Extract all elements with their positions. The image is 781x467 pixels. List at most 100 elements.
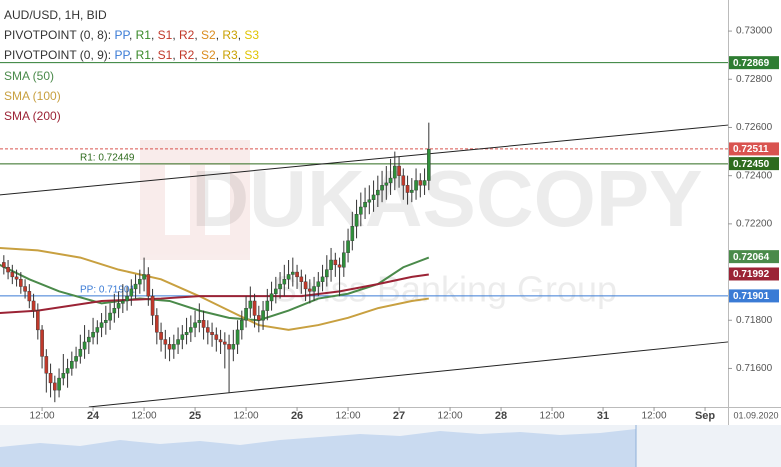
candle-body — [146, 274, 151, 297]
candle-body — [121, 300, 125, 304]
candle-body — [95, 327, 100, 333]
candle-body — [74, 356, 78, 362]
x-tick-label: 12:00 — [336, 411, 361, 422]
candle-body — [359, 206, 363, 215]
candle-body — [418, 180, 423, 186]
candle-body — [248, 300, 253, 309]
candle-body — [65, 368, 70, 374]
y-tick-label: 0.73000 — [736, 26, 773, 37]
candle-body — [414, 180, 418, 191]
pivot-legend-item: R2 — [179, 48, 195, 62]
price-tag-label: 0.72064 — [733, 252, 770, 263]
price-tag — [729, 56, 779, 70]
pivot-legend-item: S2 — [201, 48, 216, 62]
pivot-legend-item: R1 — [136, 28, 152, 42]
candle-body — [350, 226, 355, 241]
price-tag — [729, 289, 779, 303]
y-tick-label: 0.72600 — [736, 122, 773, 133]
price-tag — [729, 142, 779, 156]
candle-body — [308, 288, 312, 292]
pivot-legend-item: R3 — [222, 48, 238, 62]
pivot-legend-separator: , — [151, 28, 158, 42]
candle-body — [197, 320, 202, 323]
price-tag-label: 0.71992 — [733, 269, 770, 280]
pivot-legend-item: R3 — [222, 28, 238, 42]
pivot-legend-separator: , — [216, 28, 223, 42]
candle-body — [176, 339, 180, 345]
candle-body — [40, 329, 44, 357]
candle-body — [44, 356, 49, 374]
candle-body — [286, 274, 291, 280]
candle-body — [142, 274, 146, 280]
x-tick-label: 28 — [495, 410, 507, 422]
candle-body — [14, 276, 19, 280]
candle-body — [388, 177, 393, 184]
level-label: PP: 0.71901 — [80, 285, 135, 296]
candle-body — [23, 286, 27, 292]
pivot-legend-item: PP — [114, 48, 130, 62]
candle-body — [244, 308, 248, 321]
candle-body — [138, 279, 142, 285]
legend-entry: SMA (50) — [4, 69, 54, 83]
candle-body — [265, 300, 270, 311]
candle-body — [19, 279, 23, 287]
price-tag — [729, 250, 779, 264]
candle-body — [150, 295, 155, 316]
candle-body — [316, 281, 321, 287]
pivot-legend-separator: , — [194, 28, 201, 42]
candle-body — [346, 240, 350, 253]
candle-body — [99, 322, 104, 328]
candle-body — [367, 199, 372, 203]
candle-body — [278, 283, 282, 290]
pivot-legend-item: S1 — [158, 28, 173, 42]
candle-body — [210, 332, 214, 335]
legend-entry: SMA (200) — [4, 109, 61, 123]
price-tag — [729, 267, 779, 281]
candle-body — [384, 182, 389, 186]
candle-body — [163, 339, 168, 345]
chart-title: AUD/USD, 1H, BID — [4, 8, 107, 22]
pivot-legend-separator: , — [129, 48, 136, 62]
price-tag-label: 0.72869 — [733, 58, 770, 69]
candle-body — [252, 300, 257, 316]
pivot-legend-prefix: PIVOTPOINT (0, 9): — [4, 48, 114, 62]
candle-body — [112, 308, 117, 314]
candle-body — [299, 276, 304, 282]
candle-body — [10, 271, 15, 278]
pivot-legend-prefix: PIVOTPOINT (0, 8): — [4, 28, 114, 42]
pivot-legend-separator: , — [151, 48, 158, 62]
candle-body — [231, 344, 236, 350]
watermark-brand: DUKASCOPY — [191, 154, 702, 243]
candle-body — [31, 300, 36, 311]
watermark-logo-cut — [205, 165, 230, 235]
candle-body — [269, 293, 274, 302]
pivot-legend-item: R2 — [179, 28, 195, 42]
candle-body — [240, 320, 244, 331]
y-tick-label: 0.71800 — [736, 315, 773, 326]
navigator — [0, 425, 781, 467]
candle-body — [363, 201, 367, 208]
candle-body — [274, 288, 278, 294]
price-tag-label: 0.71901 — [733, 291, 770, 302]
watermark-tagline: Swiss Banking Group — [273, 269, 617, 310]
y-tick-label: 0.71600 — [736, 363, 773, 374]
x-tick-label: 12:00 — [642, 411, 667, 422]
candle-body — [329, 259, 333, 270]
pivot-legend-item: PP — [114, 28, 130, 42]
x-tick-label: 27 — [393, 410, 405, 422]
x-tick-label: 12:00 — [234, 411, 259, 422]
candle-body — [201, 320, 206, 328]
pivot-legend-separator: , — [238, 48, 245, 62]
candle-body — [223, 341, 227, 345]
watermark-logo — [140, 140, 250, 260]
candle-body — [27, 291, 32, 302]
candle-body — [380, 185, 384, 191]
candle-body — [337, 264, 342, 268]
y-tick-label: 0.72400 — [736, 170, 773, 181]
candle-body — [397, 165, 401, 176]
candle-body — [371, 194, 376, 200]
candle-body — [282, 279, 287, 285]
candle-body — [36, 310, 40, 331]
candle-body — [325, 269, 329, 278]
